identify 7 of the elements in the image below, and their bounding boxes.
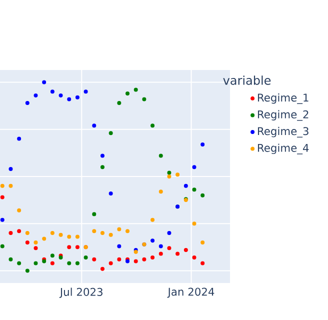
legend-label: Regime_2 xyxy=(258,110,308,121)
legend-label: Regime_3 xyxy=(258,126,308,138)
legend-label: Regime_4 xyxy=(258,144,309,154)
x-tick-label: Jul 2023 xyxy=(59,288,102,298)
legend-title: variable xyxy=(223,76,271,85)
legend-label: Regime_1 xyxy=(258,93,308,104)
x-tick-label: Jan 2024 xyxy=(167,288,214,298)
